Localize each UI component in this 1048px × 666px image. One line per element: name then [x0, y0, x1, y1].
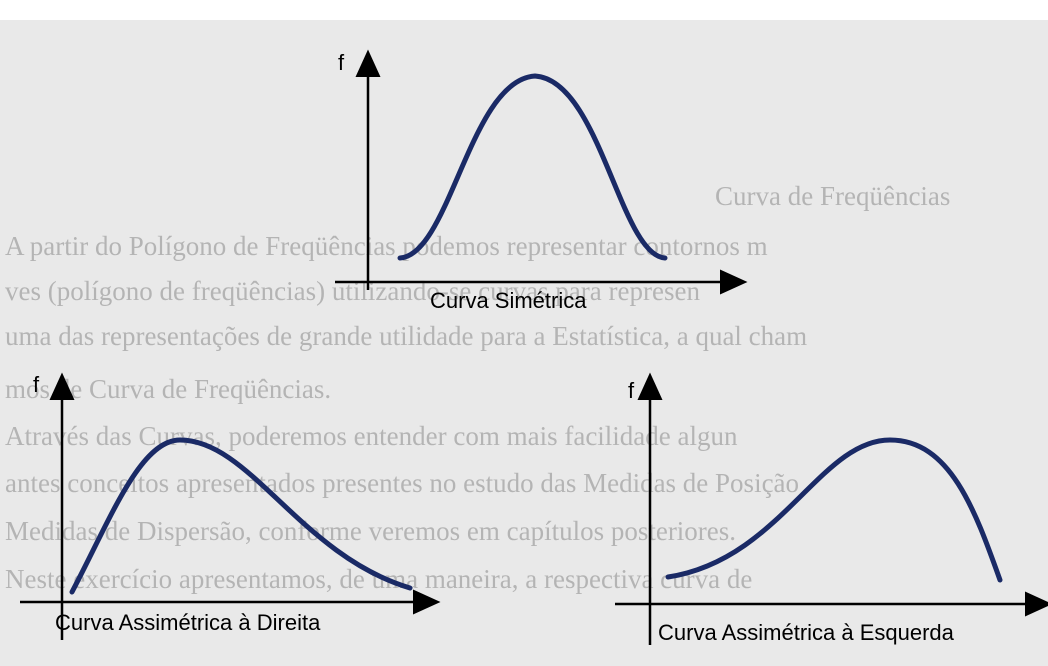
curve [397, 73, 668, 261]
bg-line: mos de Curva de Freqüências. [5, 374, 331, 404]
bg-line: Curva de Freqüências [715, 181, 950, 211]
bg-line: Medidas de Dispersão, conforme veremos e… [5, 516, 736, 546]
top-margin [0, 0, 1048, 20]
caption: Curva Simétrica [430, 288, 587, 313]
diagram-right-skew: f Curva Assimétrica à Direita [20, 372, 441, 640]
diagram-symmetric: f Curva Simétrica [335, 49, 748, 313]
axis-label: f [628, 378, 635, 403]
diagram-left-skew: f Curva Assimétrica à Esquerda [615, 372, 1048, 645]
bg-line: uma das representações de grande utilida… [5, 321, 807, 351]
axis-label: f [33, 372, 40, 397]
bg-line: ves (polígono de freqüências) utilizando… [5, 276, 700, 306]
curve [665, 437, 1003, 583]
caption: Curva Assimétrica à Esquerda [658, 620, 955, 645]
bg-line: Neste exercício apresentamos, de uma man… [5, 564, 752, 594]
bg-line: Através das Curvas, poderemos entender c… [5, 421, 738, 451]
bg-line: A partir do Polígono de Freqüências pode… [5, 231, 768, 261]
caption: Curva Assimétrica à Direita [55, 610, 321, 635]
axis-label: f [338, 50, 345, 75]
curve [69, 437, 413, 595]
